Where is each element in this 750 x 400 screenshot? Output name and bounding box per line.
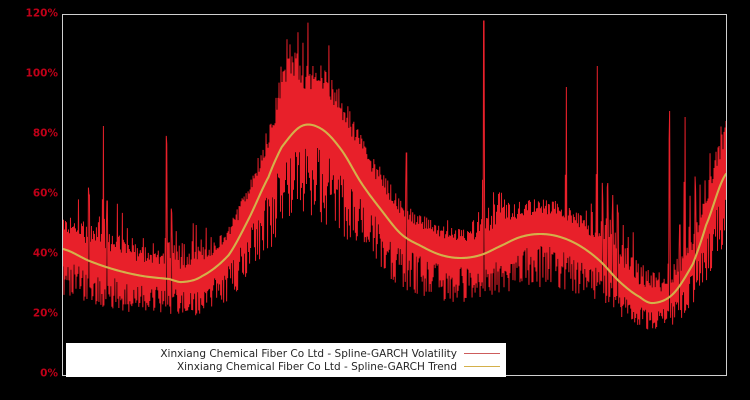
y-tick-60: 60% <box>32 187 58 200</box>
legend-label-trend: Xinxiang Chemical Fiber Co Ltd - Spline-… <box>176 360 457 373</box>
chart-canvas <box>63 15 726 375</box>
plot-clip <box>63 15 726 375</box>
legend: Xinxiang Chemical Fiber Co Ltd - Spline-… <box>66 343 506 377</box>
legend-item-volatility: Xinxiang Chemical Fiber Co Ltd - Spline-… <box>71 347 500 360</box>
legend-swatch-trend <box>464 366 500 367</box>
volatility-series <box>63 21 726 329</box>
y-tick-20: 20% <box>32 307 58 320</box>
y-tick-0: 0% <box>40 367 58 380</box>
y-tick-40: 40% <box>32 247 58 260</box>
plot-area <box>62 14 727 376</box>
y-tick-120: 120% <box>25 7 58 20</box>
legend-swatch-volatility <box>464 353 500 354</box>
y-tick-100: 100% <box>25 67 58 80</box>
legend-item-trend: Xinxiang Chemical Fiber Co Ltd - Spline-… <box>71 360 500 373</box>
y-axis: 120% 100% 80% 60% 40% 20% 0% <box>0 0 58 400</box>
trend-series <box>63 123 726 305</box>
y-tick-80: 80% <box>32 127 58 140</box>
legend-label-volatility: Xinxiang Chemical Fiber Co Ltd - Spline-… <box>160 347 457 360</box>
